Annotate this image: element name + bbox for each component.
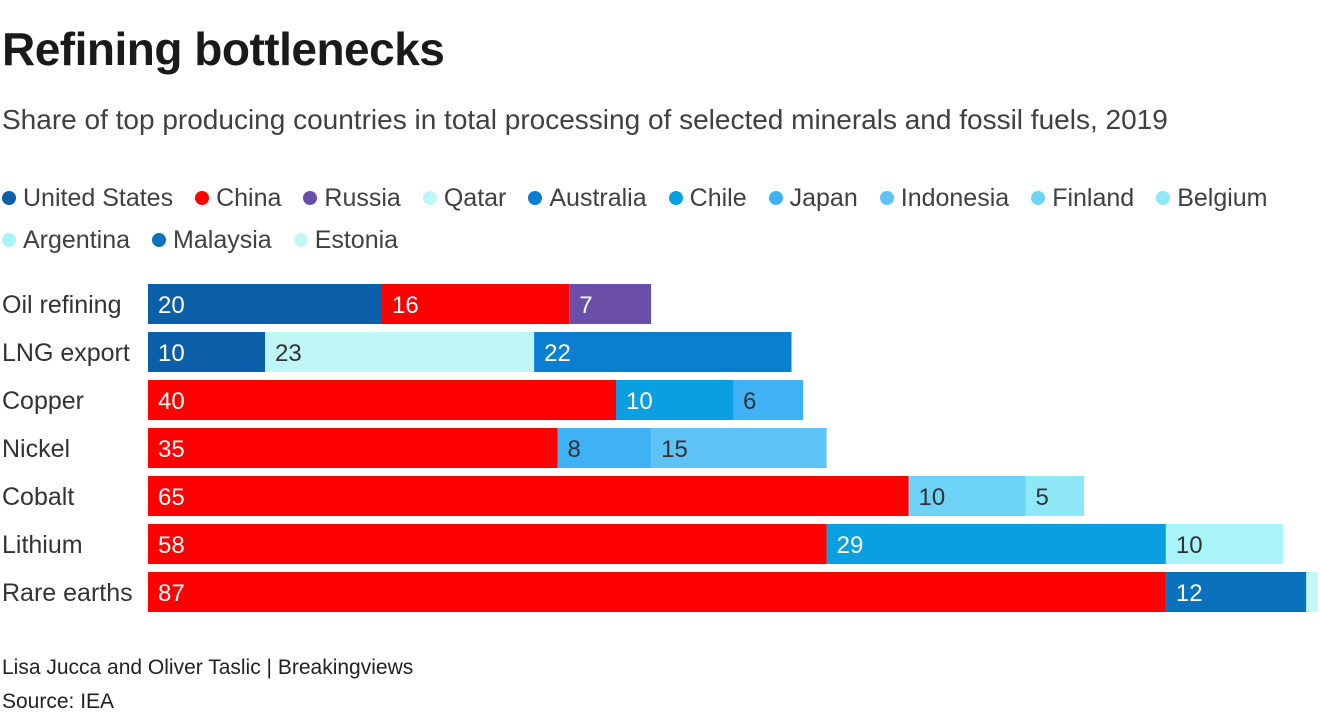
legend-label: Finland [1052,183,1135,212]
legend-swatch-australia [528,191,543,205]
data-label-lithium-china: 58 [158,532,185,559]
legend-item-finland: Finland [1031,182,1134,214]
category-label-oil-refining: Oil refining [2,291,122,319]
data-label-nickel-indonesia: 15 [661,436,688,463]
bar-segment-rare-earths-china [148,572,1166,612]
legend-item-china: China [195,182,281,214]
data-label-oil-refining-russia: 7 [579,292,592,319]
legend-label: United States [23,183,174,212]
category-label-nickel: Nickel [2,435,70,463]
category-label-copper: Copper [2,387,84,415]
data-label-copper-chile: 10 [626,388,653,415]
bar-segment-rare-earths-malaysia [1165,572,1307,612]
chart-subtitle: Share of top producing countries in tota… [2,104,1168,135]
legend-swatch-russia [303,191,318,205]
bar-segment-lithium-china [148,524,827,564]
data-label-nickel-japan: 8 [568,436,581,463]
legend-swatch-united-states [2,191,16,205]
bar-segment-cobalt-belgium [1025,476,1084,516]
data-label-lithium-argentina: 10 [1176,532,1203,559]
legend-swatch-malaysia [152,233,167,247]
category-label-lithium: Lithium [2,531,83,559]
data-label-cobalt-china: 65 [158,484,185,511]
legend-item-malaysia: Malaysia [152,224,272,256]
legend-item-argentina: Argentina [2,224,130,256]
legend-swatch-china [195,191,210,205]
data-label-lng-export-australia: 22 [544,340,571,367]
data-label-oil-refining-china: 16 [392,292,419,319]
legend-swatch-chile [668,191,683,205]
legend-item-australia: Australia [528,182,647,214]
bar-segment-rare-earths-estonia [1306,572,1318,612]
data-label-lithium-chile: 29 [837,532,864,559]
category-label-lng-export: LNG export [2,339,130,367]
legend-item-qatar: Qatar [422,182,507,214]
credit-line: Lisa Jucca and Oliver Taslic | Breakingv… [2,656,414,679]
legend-label: Qatar [443,183,507,212]
legend-item-chile: Chile [668,182,747,214]
legend-label: Russia [324,183,401,212]
legend-item-united-states: United States [2,182,173,214]
data-label-rare-earths-malaysia: 12 [1176,580,1203,607]
bar-segment-nickel-japan [557,428,652,468]
legend-swatch-argentina [2,233,16,247]
legend-item-russia: Russia [303,182,401,214]
stacked-bar-chart: Oil refining 20 16 7 LNG export 10 23 22 Copper 4… [2,284,1318,612]
bar-segment-lithium-chile [826,524,1166,564]
category-label-rare-earths: Rare earths [2,579,133,607]
legend-label: Australia [549,183,647,212]
source-line: Source: IEA [2,690,115,713]
legend-swatch-estonia [293,233,308,247]
data-label-copper-china: 40 [158,388,185,415]
legend-label: Estonia [314,225,399,254]
bar-segment-oil-refining-united-states [148,284,382,324]
legend-label: Malaysia [173,225,272,254]
bar-segment-cobalt-china [148,476,909,516]
bar-segment-cobalt-finland [908,476,1026,516]
legend-swatch-indonesia [879,191,894,205]
legend-item-belgium: Belgium [1156,182,1268,214]
data-label-cobalt-finland: 10 [919,484,946,511]
legend-label: Argentina [23,225,131,254]
bar-segment-lng-export-australia [534,332,792,372]
data-label-cobalt-belgium: 5 [1036,484,1049,511]
chart-legend: United States China Russia Qatar Australia Ch… [2,182,1312,256]
data-label-oil-refining-united-states: 20 [158,292,185,319]
bar-segment-lng-export-qatar [265,332,535,372]
chart-title: Refining bottlenecks [2,23,445,75]
bar-segment-nickel-indonesia [651,428,827,468]
bar-segment-copper-japan [733,380,804,420]
legend-swatch-qatar [422,191,437,205]
bar-segment-copper-china [148,380,616,420]
legend-item-estonia: Estonia [293,224,399,256]
legend-label: Belgium [1177,183,1268,212]
legend-label: Indonesia [900,183,1010,212]
bar-segment-oil-refining-russia [569,284,652,324]
data-label-nickel-china: 35 [158,436,185,463]
legend-item-indonesia: Indonesia [879,182,1010,214]
legend-swatch-belgium [1156,191,1171,205]
legend-item-japan: Japan [768,182,858,214]
legend-swatch-japan [768,191,783,205]
bar-segment-lithium-argentina [1165,524,1283,564]
data-label-lng-export-qatar: 23 [275,340,302,367]
legend-label: Chile [689,183,747,212]
bar-segment-copper-chile [616,380,733,420]
bar-segment-oil-refining-china [382,284,570,324]
category-label-cobalt: Cobalt [2,483,74,511]
bar-segment-nickel-china [148,428,558,468]
data-label-rare-earths-china: 87 [158,580,185,607]
legend-label: China [216,183,282,212]
data-label-copper-japan: 6 [743,388,756,415]
legend-label: Japan [789,183,858,212]
bar-segment-lng-export-united-states [148,332,265,372]
data-label-lng-export-united-states: 10 [158,340,185,367]
legend-swatch-finland [1031,191,1046,205]
